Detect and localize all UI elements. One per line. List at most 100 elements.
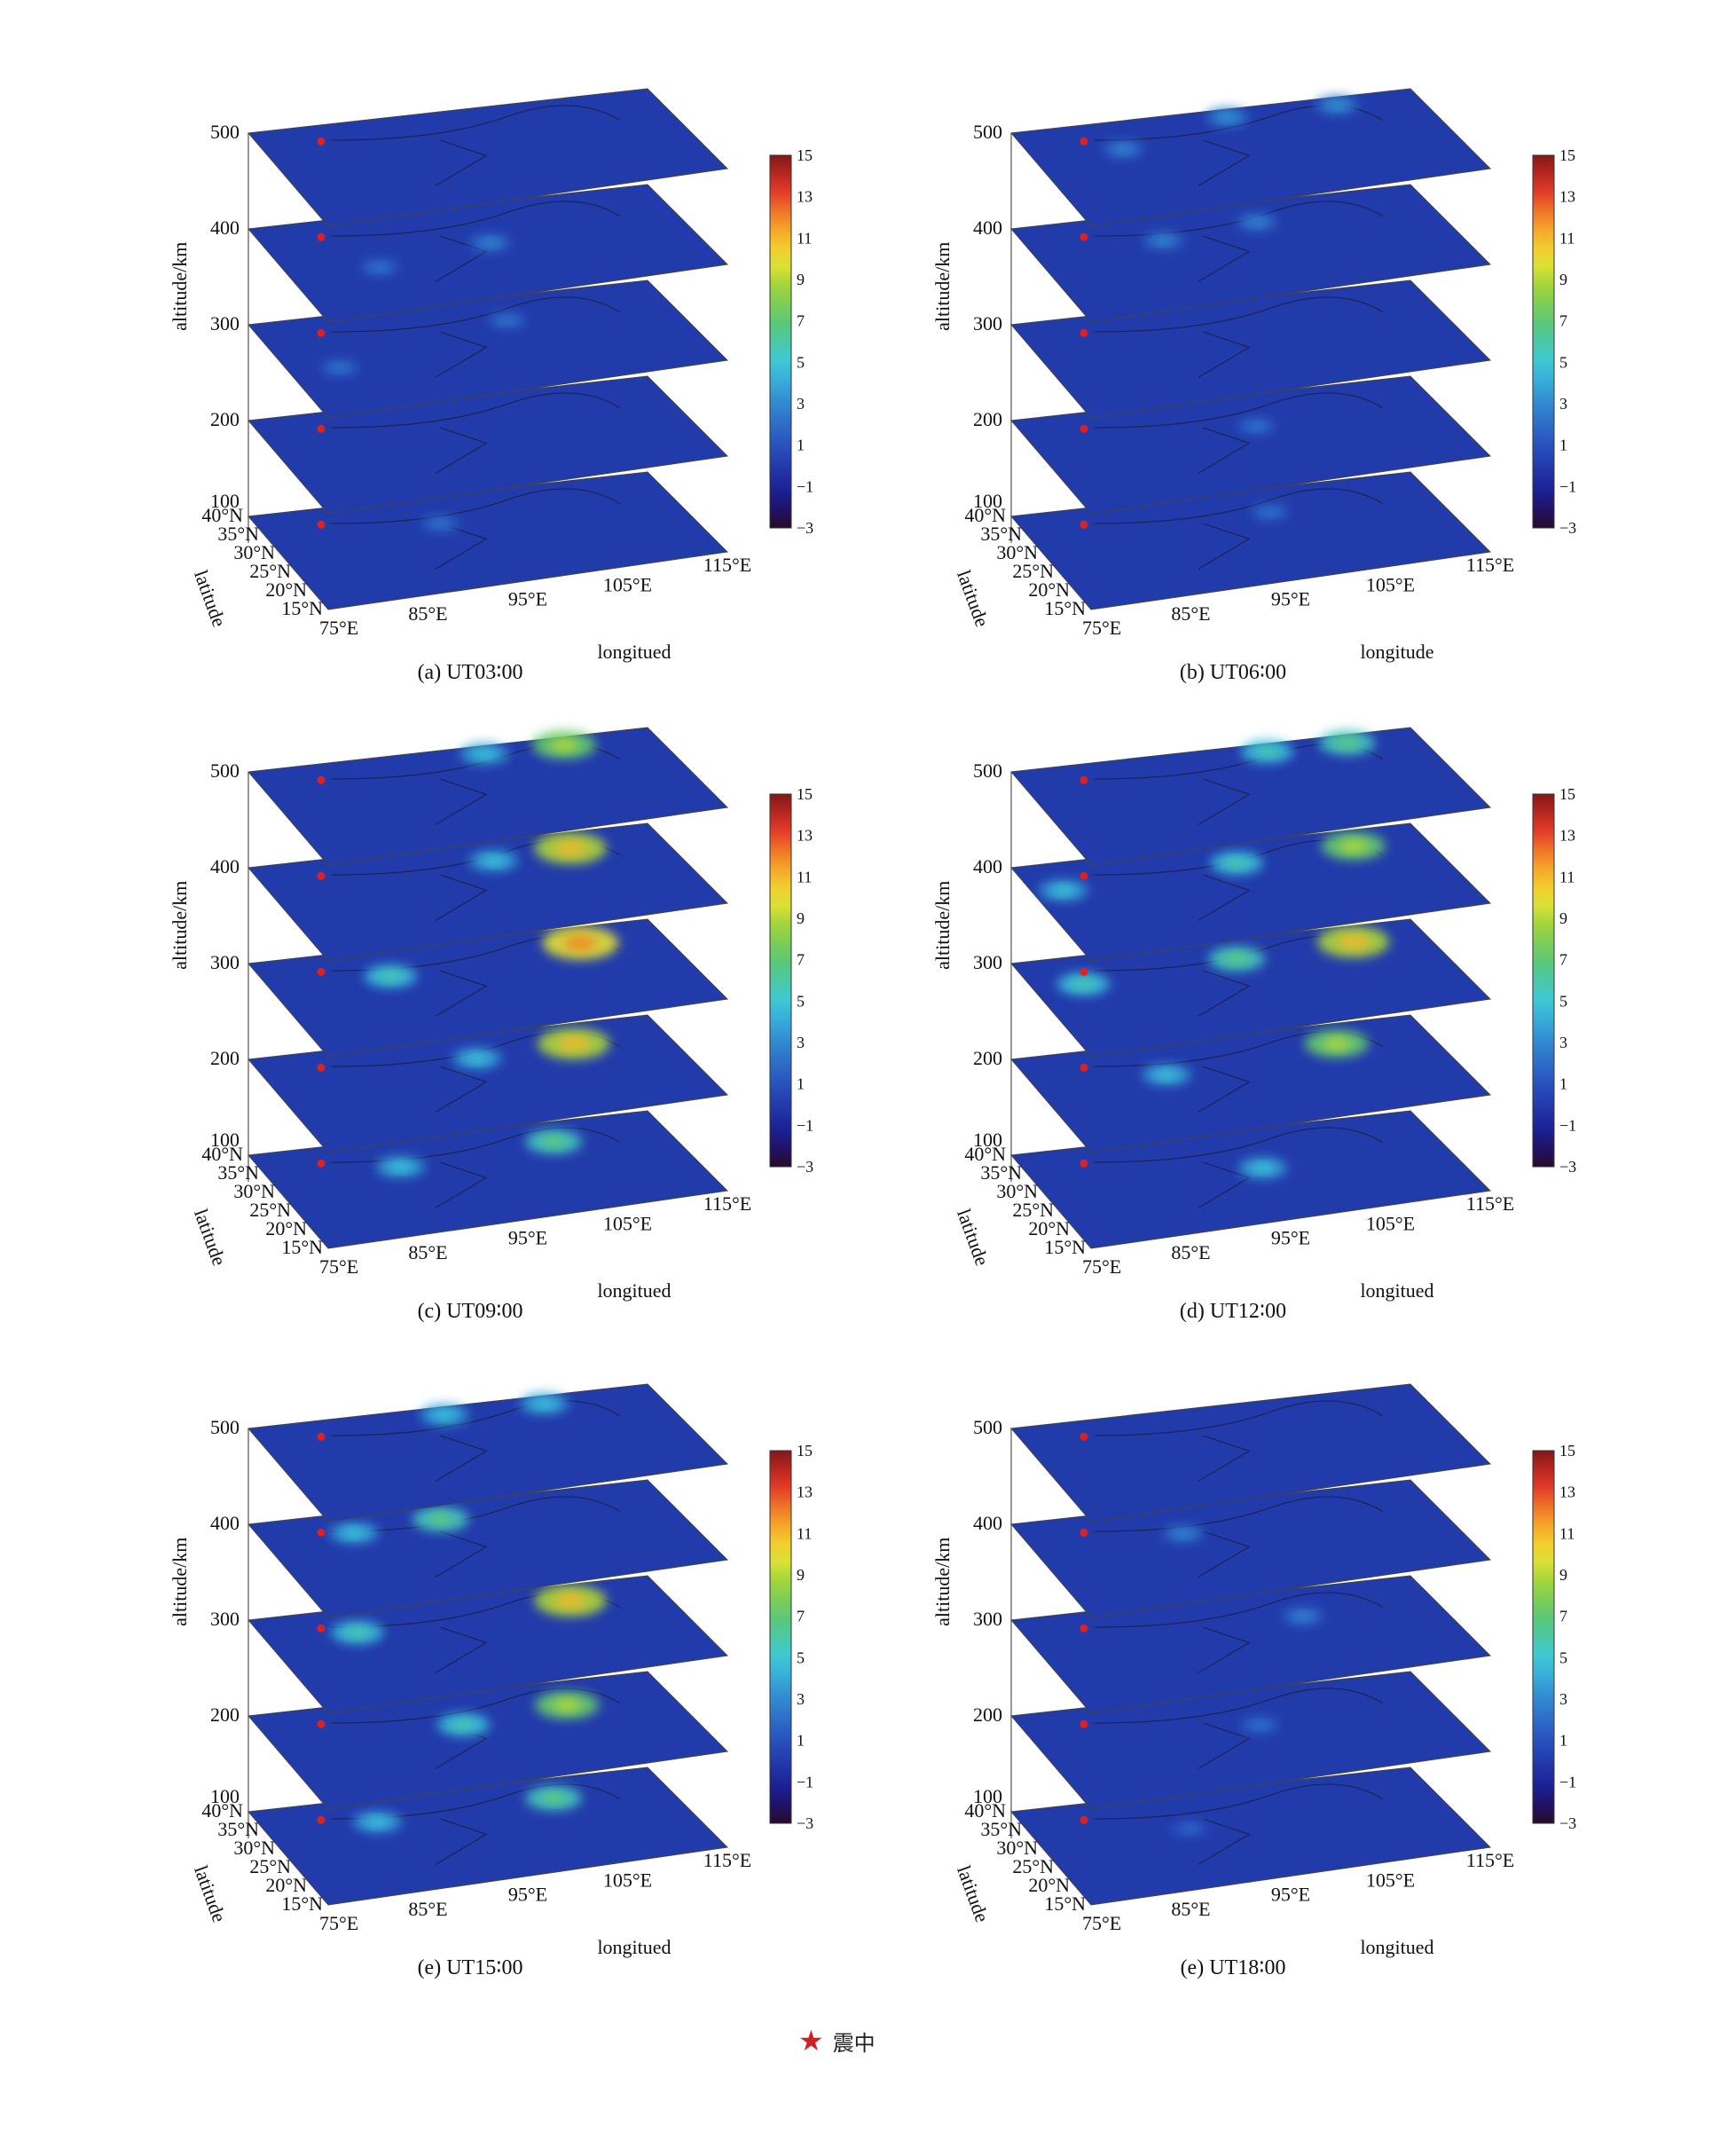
hotspot-core — [557, 1036, 590, 1050]
y-tick-label: 20°N — [1028, 578, 1070, 601]
y-tick-label: 25°N — [1012, 1199, 1054, 1221]
z-tick-label: 400 — [210, 216, 240, 239]
layer-plane — [1010, 88, 1492, 227]
z-tick-label: 400 — [210, 1512, 240, 1534]
map-border-line — [435, 427, 488, 474]
hotspot-core — [1251, 1721, 1268, 1729]
map-border-line — [1198, 331, 1251, 378]
colorbar-tick-label: 9 — [1559, 909, 1567, 927]
colorbar-tick-label: −3 — [1559, 1158, 1576, 1176]
x-axis-label: longitued — [597, 641, 671, 663]
map-border-line — [1198, 1818, 1251, 1865]
hotspot-core — [343, 1528, 365, 1538]
z-tick-label: 300 — [210, 1608, 240, 1630]
hotspot-core — [1294, 1612, 1312, 1620]
x-tick-label: 115°E — [1466, 1849, 1514, 1871]
epicenter-marker — [317, 137, 326, 146]
map-border-line — [435, 331, 488, 378]
x-tick-label: 105°E — [603, 573, 652, 595]
y-tick-label: 20°N — [1028, 1217, 1070, 1239]
hotspot-core — [541, 1136, 567, 1147]
panel-3: 500 400 300 200 100 altitude/km 40°N35°N30°N25… — [931, 727, 1576, 1323]
hotspot-core — [1182, 1825, 1198, 1832]
hotspot-core — [1327, 100, 1347, 109]
y-tick-label: 30°N — [233, 1180, 275, 1202]
hotspot-core — [371, 264, 389, 271]
colorbar-tick-label: −1 — [797, 1773, 813, 1790]
z-tick-label: 200 — [210, 408, 240, 430]
hotspot-core — [1053, 885, 1074, 895]
map-border-line — [435, 1818, 488, 1865]
map-border-line — [1094, 296, 1384, 333]
colorbar-tick-label: −1 — [797, 1116, 813, 1134]
y-axis-label: latitude — [953, 567, 993, 630]
colorbar-tick-label: 3 — [1559, 395, 1567, 413]
colorbar-tick-label: 15 — [797, 1442, 813, 1460]
epicenter-marker — [1080, 1719, 1088, 1728]
epicenter-marker — [317, 1815, 326, 1824]
colorbar-tick-label: −1 — [797, 477, 813, 495]
panel-2: 500 400 300 200 100 altitude/km 40°N35°N30°N25… — [169, 727, 813, 1323]
x-tick-label: 75°E — [319, 617, 358, 639]
map-border-line — [435, 970, 488, 1017]
y-tick-label: 25°N — [1012, 1855, 1054, 1877]
z-tick-label: 200 — [210, 1704, 240, 1726]
map-border-line — [435, 874, 488, 921]
hotspot-core — [499, 317, 516, 325]
epicenter-marker — [1080, 1624, 1088, 1633]
y-tick-label: 30°N — [233, 1837, 275, 1859]
hotspot-core — [554, 841, 586, 855]
colorbar-tick-label: 11 — [797, 1524, 812, 1542]
y-tick-label: 40°N — [964, 504, 1006, 526]
hotspot-core — [1225, 858, 1249, 869]
epicenter-marker — [1080, 1063, 1088, 1072]
panel-caption: (a) UT03∶00 — [418, 661, 523, 684]
epicenter-marker — [1080, 520, 1088, 529]
y-tick-label: 25°N — [1012, 560, 1054, 582]
colorbar-tick-label: 11 — [1559, 1524, 1575, 1542]
hotspot-core — [1247, 422, 1265, 430]
map-border-line — [435, 139, 488, 186]
y-tick-label: 35°N — [217, 1161, 259, 1184]
map-border-line — [1198, 874, 1251, 921]
colorbar-tick-label: 13 — [797, 827, 813, 845]
z-tick-label: 400 — [210, 855, 240, 877]
map-border-line — [435, 778, 488, 825]
x-axis-label: longitued — [1360, 1279, 1433, 1302]
y-tick-label: 40°N — [964, 1799, 1006, 1822]
hotspot-core — [434, 1410, 455, 1420]
y-tick-label: 25°N — [249, 560, 291, 582]
hotspot-core — [474, 749, 495, 759]
x-tick-label: 115°E — [703, 554, 751, 576]
panel-caption: (b) UT06∶00 — [1180, 661, 1286, 684]
y-tick-label: 20°N — [265, 1217, 307, 1239]
x-tick-label: 75°E — [1082, 1912, 1121, 1934]
y-tick-label: 35°N — [980, 1818, 1022, 1840]
colorbar-tick-label: 15 — [797, 785, 813, 803]
map-border-line — [331, 105, 621, 141]
x-axis-label: longitude — [1360, 641, 1433, 663]
map-border-line — [1198, 1161, 1251, 1208]
hotspot-core — [379, 971, 403, 981]
map-border-line — [1198, 1435, 1251, 1482]
epicenter-marker — [317, 871, 326, 880]
epicenter-marker — [1080, 232, 1088, 241]
panel-caption: (e) UT15∶00 — [418, 1956, 523, 1979]
colorbar-tick-label: 3 — [1559, 1690, 1567, 1708]
hotspot-core — [1339, 839, 1368, 853]
hotspot-core — [1224, 953, 1250, 964]
hotspot-core — [1154, 236, 1173, 245]
colorbar-tick-label: 15 — [1559, 785, 1575, 803]
y-tick-label: 40°N — [201, 1799, 243, 1822]
y-tick-label: 20°N — [265, 578, 307, 601]
map-border-line — [331, 392, 621, 429]
hotspot-core — [1337, 934, 1370, 949]
epicenter-marker — [317, 967, 326, 976]
map-border-line — [331, 1400, 621, 1436]
map-border-line — [1094, 1783, 1384, 1820]
hotspot-core — [432, 520, 449, 528]
colorbar-tick-label: 13 — [797, 188, 813, 206]
y-tick-label: 40°N — [964, 1143, 1006, 1165]
map-border-line — [1198, 1530, 1251, 1578]
hotspot-core — [366, 1817, 389, 1827]
